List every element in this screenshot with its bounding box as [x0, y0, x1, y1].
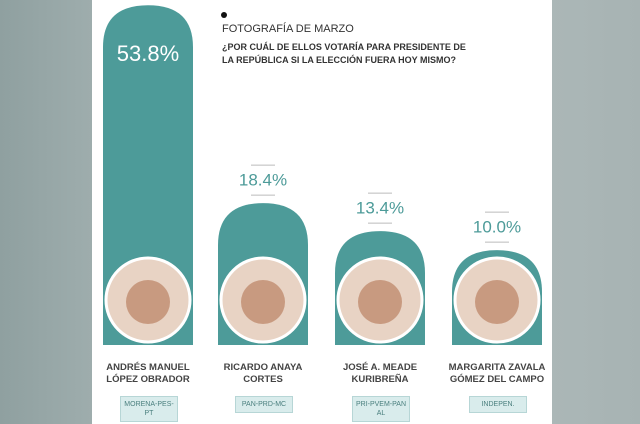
photo-face — [241, 280, 285, 324]
photo-face — [358, 280, 402, 324]
bullet — [221, 12, 227, 18]
photo-face — [475, 280, 519, 324]
candidate-name: JOSÉ A. MEADE KURIBREÑA — [342, 362, 418, 385]
value-label: 18.4% — [239, 171, 287, 190]
candidate-name: MARGARITA ZAVALA GÓMEZ DEL CAMPO — [448, 362, 546, 385]
party-label: PAN-PRD-MC — [235, 396, 293, 413]
photo-face — [126, 280, 170, 324]
party-label: PRI-PVEM-PANAL — [352, 396, 410, 422]
candidate-name: ANDRÉS MANUEL LÓPEZ OBRADOR — [106, 362, 190, 385]
party-label: INDEPEN. — [469, 396, 527, 413]
value-label: 10.0% — [473, 218, 521, 237]
chart-title: FOTOGRAFÍA DE MARZO — [222, 23, 354, 35]
chart-subtitle: ¿POR CUÁL DE ELLOS VOTARÍA PARA PRESIDEN… — [222, 42, 466, 65]
candidate-name: RICARDO ANAYA CORTES — [223, 362, 303, 385]
value-label: 13.4% — [356, 199, 404, 218]
bar — [103, 5, 193, 346]
value-label: 53.8% — [117, 41, 179, 66]
party-label: MORENA-PES-PT — [120, 396, 178, 422]
